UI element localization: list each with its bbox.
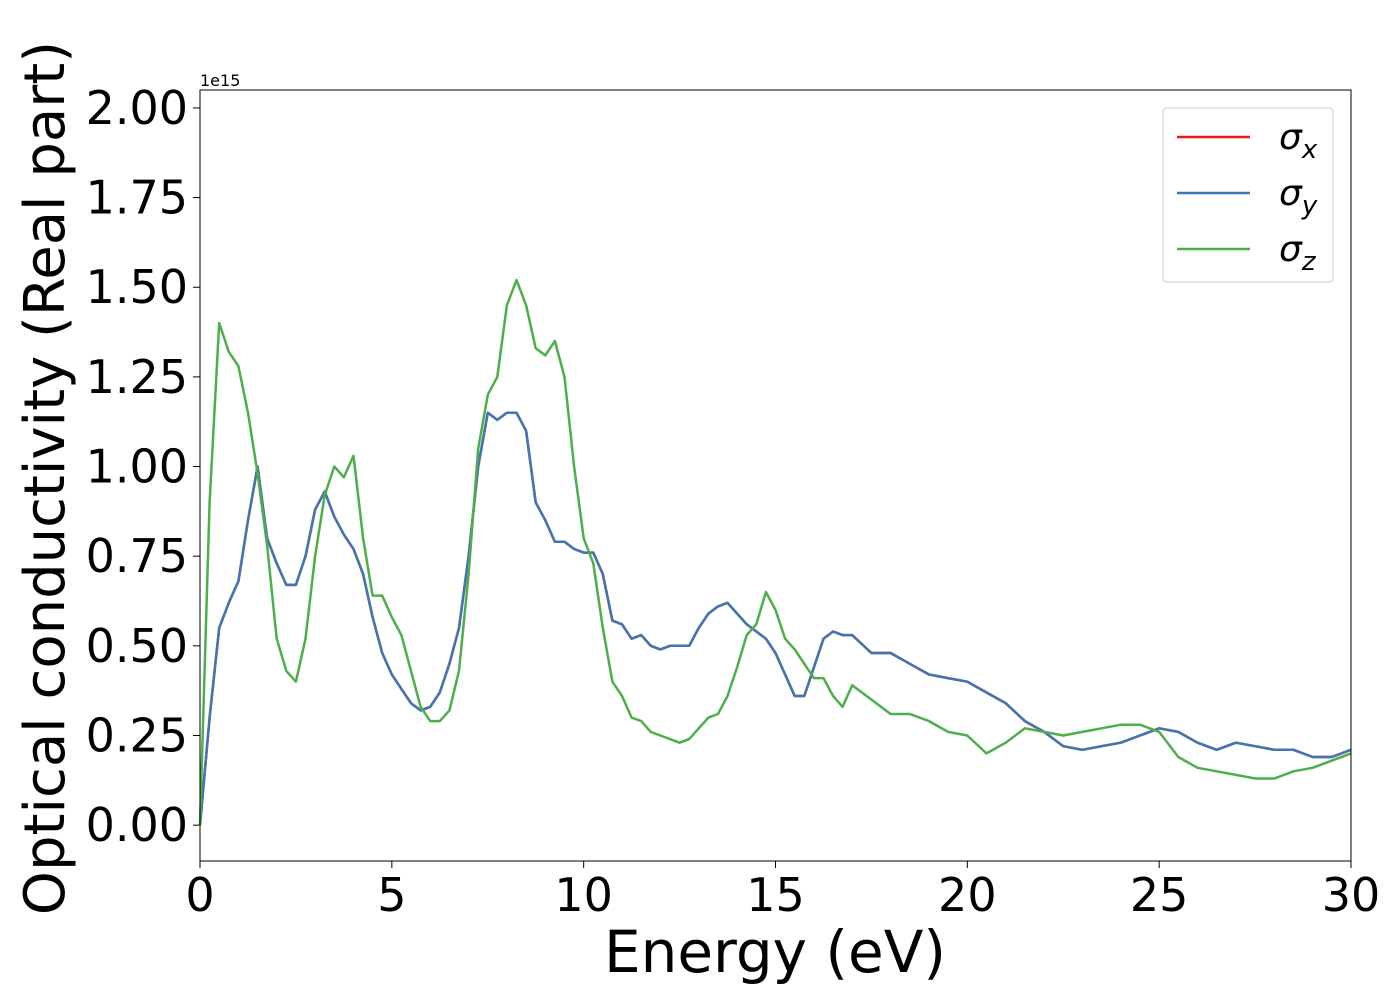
legend-label: σy <box>1279 173 1318 221</box>
series-line <box>198 278 1352 826</box>
x-tick-label: 10 <box>554 868 613 922</box>
legend-box <box>1162 107 1334 283</box>
legend-label: σz <box>1279 229 1317 277</box>
y-tick-label: 1.00 <box>86 440 188 494</box>
x-tick-label: 20 <box>938 868 997 922</box>
y-tick-label: 0.50 <box>86 619 188 673</box>
x-tick-label: 5 <box>377 868 406 922</box>
y-tick-label: 0.25 <box>86 708 188 762</box>
x-tick-label: 25 <box>1130 868 1189 922</box>
y-offset-label: 1e15 <box>200 71 240 90</box>
x-axis-label: Energy (eV) <box>604 918 946 986</box>
y-tick-label: 0.75 <box>86 529 188 583</box>
y-tick-label: 1.25 <box>86 350 188 404</box>
y-axis-label: Optical conductivity (Real part) <box>13 41 78 915</box>
y-tick-label: 1.75 <box>86 171 188 225</box>
x-tick-label: 30 <box>1322 868 1381 922</box>
y-tick-label: 1.50 <box>86 260 188 314</box>
plot-frame <box>199 89 1352 862</box>
x-tick-label: 0 <box>185 868 214 922</box>
legend-label: σx <box>1279 117 1318 165</box>
x-tick-label: 15 <box>746 868 805 922</box>
series-line <box>198 411 1352 826</box>
y-tick-label: 2.00 <box>86 81 188 135</box>
y-tick-label: 0.00 <box>86 798 188 852</box>
